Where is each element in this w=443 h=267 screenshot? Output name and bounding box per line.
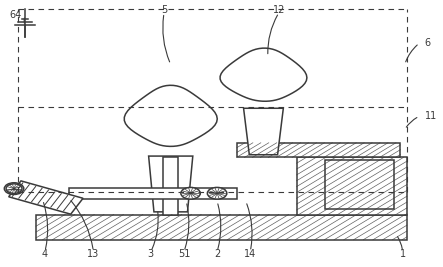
Bar bbox=[36, 214, 407, 240]
Circle shape bbox=[207, 187, 227, 199]
Bar bbox=[69, 188, 237, 199]
Polygon shape bbox=[124, 85, 217, 146]
Polygon shape bbox=[220, 48, 307, 101]
Text: 1: 1 bbox=[400, 249, 406, 259]
Polygon shape bbox=[244, 108, 284, 155]
Text: 13: 13 bbox=[87, 249, 100, 259]
Circle shape bbox=[4, 183, 24, 194]
Bar bbox=[237, 143, 400, 158]
Text: 64: 64 bbox=[10, 10, 22, 20]
Bar bbox=[163, 158, 178, 214]
Text: 2: 2 bbox=[214, 249, 220, 259]
Bar bbox=[325, 160, 394, 209]
Text: 14: 14 bbox=[244, 249, 256, 259]
Text: 11: 11 bbox=[425, 111, 437, 121]
Bar bbox=[296, 158, 407, 214]
Polygon shape bbox=[149, 156, 193, 212]
Circle shape bbox=[181, 187, 200, 199]
Bar bbox=[9, 181, 83, 214]
Text: 3: 3 bbox=[148, 249, 154, 259]
Text: 12: 12 bbox=[273, 5, 285, 15]
Text: 4: 4 bbox=[42, 249, 48, 259]
Text: 6: 6 bbox=[425, 38, 431, 48]
Circle shape bbox=[6, 184, 22, 193]
Text: 5: 5 bbox=[161, 5, 167, 15]
Text: 51: 51 bbox=[178, 249, 190, 259]
